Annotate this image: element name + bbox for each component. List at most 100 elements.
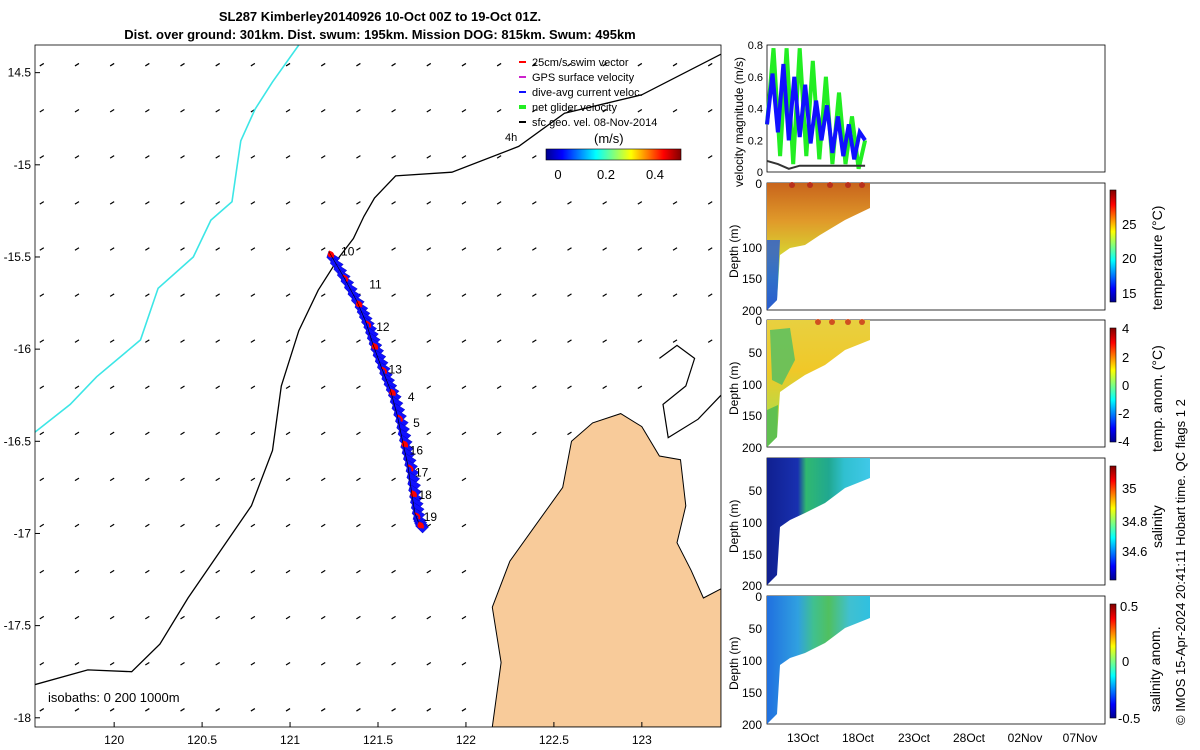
- temperature-surface-dots: [789, 182, 865, 188]
- geo-velocity-arrow: [426, 293, 432, 297]
- geo-velocity-arrow: [567, 293, 572, 297]
- geo-velocity-arrow: [602, 293, 607, 297]
- geo-velocity-arrow: [320, 293, 326, 297]
- geo-velocity-arrow: [145, 385, 150, 390]
- isobath-1000m: [35, 45, 300, 433]
- geo-velocity-arrow: [672, 62, 678, 67]
- geo-velocity-arrow: [250, 339, 256, 343]
- geo-velocity-arrow: [391, 615, 396, 620]
- geo-velocity-arrow: [356, 385, 361, 390]
- day-label: 13: [389, 362, 403, 376]
- geo-velocity-arrow: [180, 339, 185, 343]
- geo-velocity-arrow: [109, 339, 115, 343]
- cbar-tick: 0: [1122, 654, 1129, 669]
- geo-velocity-arrow: [391, 201, 396, 205]
- geo-velocity-arrow: [145, 201, 150, 205]
- geo-velocity-arrow: [356, 62, 361, 67]
- velocity-panel: 0 0.2 0.4 0.6 0.8 velocity magnitude (m/s): [732, 40, 1106, 187]
- swim-vector: [365, 320, 372, 328]
- geo-velocity-arrow: [215, 109, 221, 113]
- y-tick: 100: [742, 378, 762, 392]
- temp-anomaly-panel: Depth (m) 0 50 100 150 200 4 2 0 -2 -4 t…: [727, 314, 1165, 455]
- geo-velocity-arrow: [285, 385, 291, 390]
- geo-velocity-arrow: [496, 385, 502, 390]
- geo-velocity-arrow: [356, 615, 361, 620]
- geo-velocity-arrow: [637, 201, 643, 205]
- geo-velocity-arrow: [109, 569, 115, 574]
- geo-velocity-arrow: [496, 293, 502, 297]
- geo-velocity-arrow: [426, 615, 432, 620]
- y-tick-label: -15: [14, 158, 32, 172]
- geo-velocity-arrow: [707, 293, 713, 297]
- geo-velocity-arrow: [180, 431, 185, 436]
- geo-velocity-arrow: [145, 62, 150, 67]
- cbar-tick: 2: [1122, 350, 1129, 365]
- y-tick: 150: [742, 272, 762, 286]
- geo-velocity-arrow: [250, 661, 256, 666]
- geo-velocity-arrow: [180, 293, 185, 297]
- geo-velocity-arrow: [637, 293, 643, 297]
- geo-velocity-arrow: [109, 431, 115, 436]
- swim-vector: [397, 414, 403, 422]
- speed-colorbar: [545, 148, 682, 161]
- geo-velocity-arrow: [426, 661, 432, 666]
- geo-velocity-arrow: [285, 62, 291, 67]
- geo-velocity-arrow: [285, 431, 291, 436]
- geo-velocity-arrow: [637, 339, 643, 343]
- geo-velocity-arrow: [74, 201, 80, 205]
- geo-velocity-arrow: [39, 339, 45, 343]
- geo-velocity-arrow: [531, 339, 537, 343]
- x-tick-label: 121: [280, 733, 300, 747]
- geo-velocity-arrow: [285, 293, 291, 297]
- geo-velocity-arrow: [145, 109, 150, 113]
- day-label: 5: [413, 416, 420, 430]
- geo-velocity-arrow: [356, 109, 361, 113]
- geo-velocity-arrow: [672, 201, 678, 205]
- swim-vector-head: [389, 389, 396, 396]
- geo-velocity-arrow: [707, 109, 713, 113]
- geo-velocity-arrow: [426, 431, 432, 436]
- geo-velocity-arrow: [39, 615, 45, 620]
- temp-anomaly-cool-patch: [770, 328, 795, 385]
- x-tick: 02Nov: [1008, 731, 1043, 745]
- geo-velocity-arrow: [74, 661, 80, 666]
- geo-velocity-arrow: [461, 431, 467, 436]
- x-tick-label: 123: [632, 733, 652, 747]
- geo-velocity-arrow: [250, 708, 256, 712]
- geo-velocity-arrow: [461, 615, 467, 620]
- geo-velocity-arrow: [637, 247, 643, 251]
- geo-velocity-arrow: [109, 661, 115, 666]
- geo-velocity-arrow: [320, 155, 326, 159]
- geo-velocity-arrow: [215, 523, 221, 528]
- geo-velocity-arrow: [39, 523, 45, 528]
- time-axis: 13Oct 18Oct 23Oct 28Oct 02Nov 07Nov: [787, 731, 1097, 745]
- velocity-series-line: [765, 63, 867, 160]
- temp-anomaly-surface-dots: [815, 319, 865, 325]
- geo-velocity-arrow: [74, 293, 80, 297]
- geo-velocity-arrow: [356, 708, 361, 712]
- geo-velocity-arrow: [707, 62, 713, 67]
- geo-velocity-arrow: [426, 201, 432, 205]
- temp-anomaly-cbar-label: temp. anom. (°C): [1149, 345, 1165, 452]
- y-tick: 150: [742, 686, 762, 700]
- geo-velocity-arrow: [391, 109, 396, 113]
- geo-velocity-arrow: [39, 62, 45, 67]
- geo-velocity-arrow: [356, 569, 361, 574]
- cbar-tick: 34.6: [1122, 544, 1147, 559]
- geo-velocity-arrow: [461, 385, 467, 390]
- salinity-anomaly-ylabel: Depth (m): [727, 637, 741, 690]
- geo-velocity-arrow: [320, 201, 326, 205]
- y-tick: 50: [749, 346, 763, 360]
- salinity-ylabel: Depth (m): [727, 500, 741, 553]
- geo-velocity-arrow: [496, 62, 502, 67]
- geo-velocity-arrow: [567, 62, 572, 67]
- geo-velocity-arrow: [180, 201, 185, 205]
- geo-velocity-arrow: [391, 477, 396, 482]
- y-tick-label: 0.8: [748, 40, 763, 52]
- y-tick-label: 14.5: [8, 66, 32, 80]
- section-panels: Depth (m) 0 100 200 50 150 25 20 15 temp…: [727, 177, 1165, 745]
- geo-velocity-arrow: [496, 247, 502, 251]
- geo-velocity-arrow: [180, 477, 185, 482]
- geo-velocity-arrow: [215, 615, 221, 620]
- salinity-colorbar: [1109, 465, 1117, 581]
